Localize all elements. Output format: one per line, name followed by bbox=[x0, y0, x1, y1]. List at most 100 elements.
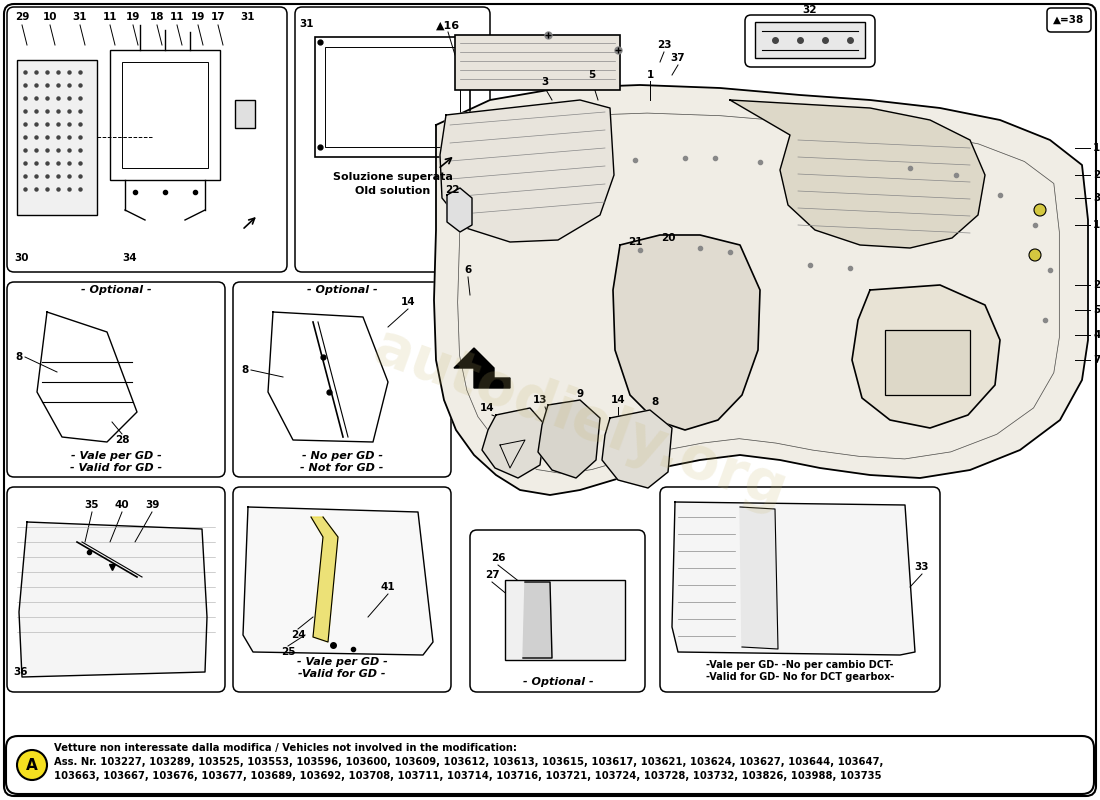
Text: ▲=38: ▲=38 bbox=[1054, 15, 1085, 25]
Text: - Optional -: - Optional - bbox=[307, 285, 377, 295]
Text: 3: 3 bbox=[541, 77, 549, 87]
Text: 37: 37 bbox=[671, 53, 685, 63]
Text: 27: 27 bbox=[485, 570, 499, 580]
Polygon shape bbox=[730, 100, 985, 248]
Text: 32: 32 bbox=[803, 5, 817, 15]
Text: 19: 19 bbox=[125, 12, 140, 22]
Text: 25: 25 bbox=[280, 647, 295, 657]
FancyBboxPatch shape bbox=[4, 4, 1096, 796]
Text: 9: 9 bbox=[576, 389, 584, 399]
Bar bbox=[122, 62, 208, 168]
Text: 40: 40 bbox=[114, 500, 130, 510]
Text: 31: 31 bbox=[241, 12, 255, 22]
Text: Soluzione superata: Soluzione superata bbox=[333, 172, 453, 182]
Text: 18: 18 bbox=[150, 12, 164, 22]
Text: - No per GD -: - No per GD - bbox=[301, 451, 383, 461]
Text: autodiely.org: autodiely.org bbox=[365, 318, 794, 522]
Text: 23: 23 bbox=[657, 40, 671, 50]
FancyBboxPatch shape bbox=[7, 282, 225, 477]
Text: 8: 8 bbox=[651, 397, 659, 407]
Text: 10: 10 bbox=[43, 12, 57, 22]
Text: 14: 14 bbox=[480, 403, 494, 413]
Polygon shape bbox=[522, 582, 552, 658]
Polygon shape bbox=[454, 348, 510, 388]
Text: 29: 29 bbox=[14, 12, 30, 22]
Text: ▲16: ▲16 bbox=[436, 21, 460, 31]
Text: 37: 37 bbox=[1093, 193, 1100, 203]
Polygon shape bbox=[434, 85, 1088, 495]
Polygon shape bbox=[447, 188, 472, 232]
Text: 35: 35 bbox=[85, 500, 99, 510]
Bar bbox=[505, 580, 625, 660]
FancyBboxPatch shape bbox=[7, 7, 287, 272]
Text: - Vale per GD -: - Vale per GD - bbox=[297, 657, 387, 667]
Text: 5: 5 bbox=[588, 70, 595, 80]
Circle shape bbox=[1028, 249, 1041, 261]
Text: 20: 20 bbox=[661, 233, 675, 243]
Text: 34: 34 bbox=[123, 253, 138, 263]
FancyBboxPatch shape bbox=[470, 530, 645, 692]
Text: 4: 4 bbox=[1093, 330, 1100, 340]
Text: 8: 8 bbox=[241, 365, 249, 375]
Text: 28: 28 bbox=[114, 435, 130, 445]
Polygon shape bbox=[538, 400, 600, 478]
Text: 12: 12 bbox=[1093, 220, 1100, 230]
Polygon shape bbox=[311, 517, 338, 642]
Text: - Optional -: - Optional - bbox=[80, 285, 152, 295]
Text: 33: 33 bbox=[915, 562, 930, 572]
Text: 41: 41 bbox=[381, 582, 395, 592]
Bar bbox=[16, 60, 97, 215]
Polygon shape bbox=[482, 408, 544, 478]
FancyBboxPatch shape bbox=[745, 15, 874, 67]
Text: 6: 6 bbox=[464, 265, 472, 275]
Text: 1: 1 bbox=[647, 70, 653, 80]
Circle shape bbox=[1034, 204, 1046, 216]
Polygon shape bbox=[672, 502, 915, 655]
Text: 31: 31 bbox=[299, 19, 315, 29]
Text: Ass. Nr. 103227, 103289, 103525, 103553, 103596, 103600, 103609, 103612, 103613,: Ass. Nr. 103227, 103289, 103525, 103553,… bbox=[54, 757, 883, 767]
Text: 15▲: 15▲ bbox=[1093, 143, 1100, 153]
Text: -Valid for GD- No for DCT gearbox-: -Valid for GD- No for DCT gearbox- bbox=[706, 672, 894, 682]
Text: A: A bbox=[26, 758, 37, 773]
Text: 30: 30 bbox=[14, 253, 30, 263]
Text: -Vale per GD- -No per cambio DCT-: -Vale per GD- -No per cambio DCT- bbox=[706, 660, 893, 670]
Circle shape bbox=[16, 750, 47, 780]
FancyBboxPatch shape bbox=[6, 736, 1094, 794]
Polygon shape bbox=[602, 410, 672, 488]
Text: 39: 39 bbox=[145, 500, 160, 510]
FancyBboxPatch shape bbox=[295, 7, 490, 272]
Bar bbox=[755, 22, 865, 58]
Bar bbox=[315, 37, 470, 157]
Text: 19: 19 bbox=[190, 12, 206, 22]
Bar bbox=[455, 35, 620, 90]
Text: 31: 31 bbox=[73, 12, 87, 22]
FancyBboxPatch shape bbox=[233, 282, 451, 477]
FancyBboxPatch shape bbox=[660, 487, 940, 692]
Text: - Valid for GD -: - Valid for GD - bbox=[70, 463, 162, 473]
Text: 13: 13 bbox=[532, 395, 548, 405]
Text: 103663, 103667, 103676, 103677, 103689, 103692, 103708, 103711, 103714, 103716, : 103663, 103667, 103676, 103677, 103689, … bbox=[54, 771, 881, 781]
Text: 22: 22 bbox=[444, 185, 460, 195]
Bar bbox=[110, 50, 220, 180]
Text: 14: 14 bbox=[610, 395, 625, 405]
Text: - Not for GD -: - Not for GD - bbox=[300, 463, 384, 473]
Text: 2: 2 bbox=[1093, 280, 1100, 290]
FancyBboxPatch shape bbox=[7, 487, 225, 692]
Text: 23: 23 bbox=[1093, 170, 1100, 180]
Text: Old solution: Old solution bbox=[355, 186, 430, 196]
Text: Vetture non interessate dalla modifica / Vehicles not involved in the modificati: Vetture non interessate dalla modifica /… bbox=[54, 743, 517, 753]
Bar bbox=[235, 100, 255, 128]
Text: 26: 26 bbox=[491, 553, 505, 563]
Text: - Vale per GD -: - Vale per GD - bbox=[70, 451, 162, 461]
Text: 11: 11 bbox=[169, 12, 185, 22]
Text: 5: 5 bbox=[1093, 305, 1100, 315]
FancyBboxPatch shape bbox=[233, 487, 451, 692]
FancyBboxPatch shape bbox=[1047, 8, 1091, 32]
Polygon shape bbox=[243, 507, 433, 655]
Text: -Valid for GD -: -Valid for GD - bbox=[298, 669, 386, 679]
Text: 17: 17 bbox=[211, 12, 226, 22]
Text: 14: 14 bbox=[400, 297, 416, 307]
Polygon shape bbox=[613, 235, 760, 430]
Polygon shape bbox=[440, 100, 614, 242]
Text: 7: 7 bbox=[1093, 355, 1100, 365]
